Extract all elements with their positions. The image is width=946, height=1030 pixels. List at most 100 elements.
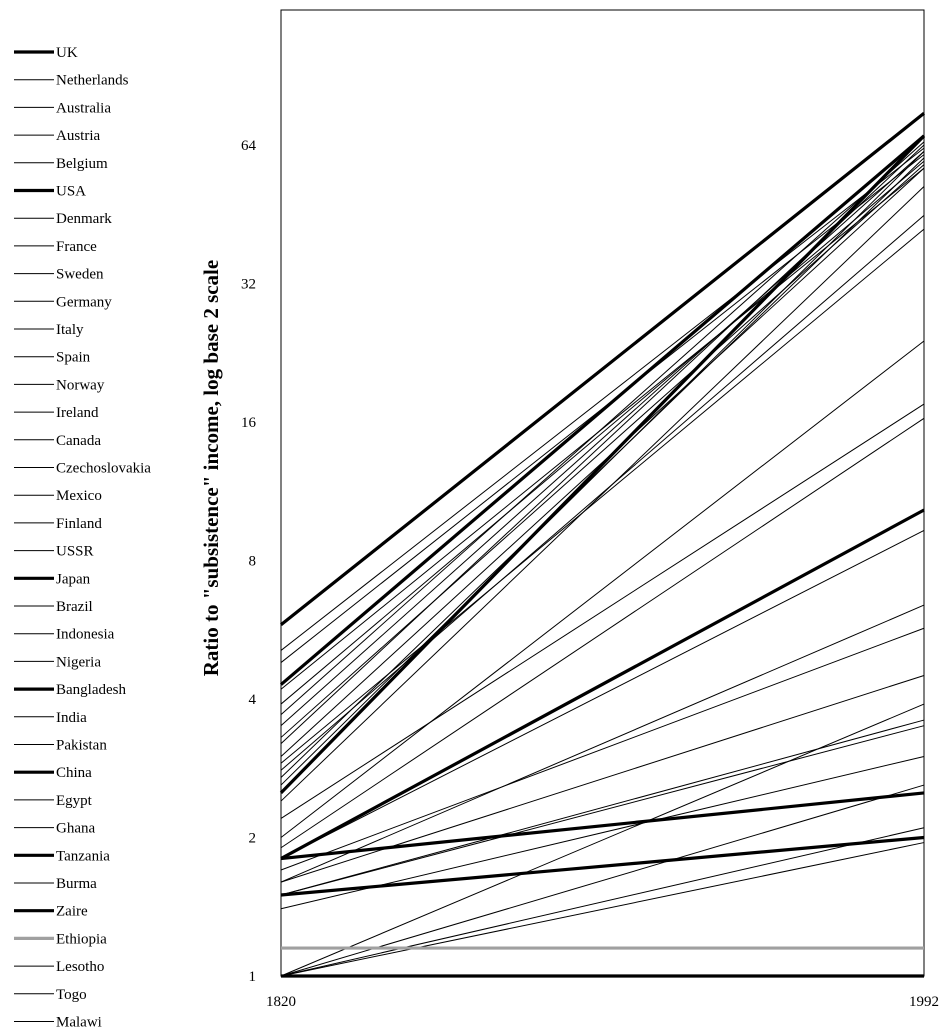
y-tick-label: 2 [249, 831, 257, 847]
series-line-sweden [280, 164, 925, 738]
legend-item-japan: Japan [14, 571, 91, 587]
y-axis-label: Ratio to "subsistence" income, log base … [199, 260, 223, 676]
legend-label: Japan [56, 571, 91, 587]
legend-label: USSR [56, 544, 94, 560]
legend-item-sweden: Sweden [14, 267, 104, 283]
series-line-burma [280, 827, 925, 977]
legend-item-malawi: Malawi [14, 1015, 102, 1030]
y-tick-label: 1 [249, 969, 257, 985]
series-line-uk [280, 112, 925, 627]
series-line-zaire [280, 835, 925, 897]
series-line-pakistan [280, 755, 925, 910]
legend-label: Germany [56, 294, 112, 310]
legend-label: France [56, 239, 97, 255]
series-line-usa [279, 134, 926, 686]
legend-label: Sweden [56, 267, 104, 283]
legend-item-bangladesh: Bangladesh [14, 682, 126, 698]
legend-label: UK [56, 45, 78, 61]
legend-item-czechoslovakia: Czechoslovakia [14, 461, 151, 477]
legend-label: Denmark [56, 211, 112, 227]
y-tick-label: 16 [241, 415, 257, 431]
legend-item-austria: Austria [14, 128, 101, 144]
legend-item-togo: Togo [14, 987, 87, 1003]
legend-label: Togo [56, 987, 87, 1003]
legend-item-uk: UK [14, 45, 78, 61]
legend-item-egypt: Egypt [14, 793, 93, 809]
legend-item-canada: Canada [14, 433, 101, 449]
legend-item-italy: Italy [14, 322, 84, 338]
series-line-ussr [280, 340, 925, 838]
legend-label: Ireland [56, 405, 99, 421]
legend-label: India [56, 710, 87, 726]
legend-label: Nigeria [56, 654, 101, 670]
legend-label: Zaire [56, 904, 88, 920]
legend-label: Spain [56, 350, 91, 366]
y-tick-label: 8 [249, 554, 257, 570]
legend-label: Brazil [56, 599, 93, 615]
legend: UK Netherlands Australia Austria Belgium USA D… [14, 45, 151, 1030]
series-line-egypt [280, 627, 925, 871]
legend-label: Belgium [56, 156, 108, 172]
legend-item-ireland: Ireland [14, 405, 99, 421]
legend-item-brazil: Brazil [14, 599, 93, 615]
legend-label: Netherlands [56, 73, 129, 89]
series-line-austria [280, 160, 925, 705]
series-line-brazil [280, 529, 925, 859]
legend-label: Czechoslovakia [56, 461, 151, 477]
series-line-malawi [280, 784, 925, 977]
series-line-bangladesh [280, 791, 925, 861]
legend-label: Ethiopia [56, 931, 107, 947]
series-lines [279, 112, 926, 978]
legend-item-indonesia: Indonesia [14, 627, 115, 643]
legend-label: Bangladesh [56, 682, 126, 698]
series-line-china [280, 508, 925, 860]
legend-label: Canada [56, 433, 101, 449]
series-line-netherlands [280, 147, 925, 651]
legend-label: Finland [56, 516, 102, 532]
legend-item-nigeria: Nigeria [14, 654, 101, 670]
legend-label: Burma [56, 876, 97, 892]
legend-item-spain: Spain [14, 350, 91, 366]
legend-item-lesotho: Lesotho [14, 959, 104, 975]
legend-item-ghana: Ghana [14, 821, 95, 837]
series-line-mexico [280, 417, 925, 849]
series-line-canada [280, 150, 925, 786]
legend-label: Italy [56, 322, 84, 338]
legend-item-germany: Germany [14, 294, 112, 310]
legend-item-norway: Norway [14, 377, 105, 393]
legend-item-mexico: Mexico [14, 488, 102, 504]
series-line-japan [279, 134, 926, 795]
legend-item-australia: Australia [14, 100, 111, 116]
x-tick-label: 1992 [909, 994, 939, 1010]
y-tick-label: 64 [241, 138, 257, 154]
legend-label: USA [56, 184, 86, 200]
legend-item-belgium: Belgium [14, 156, 108, 172]
legend-item-netherlands: Netherlands [14, 73, 129, 89]
legend-label: China [56, 765, 92, 781]
legend-label: Indonesia [56, 627, 115, 643]
legend-item-pakistan: Pakistan [14, 738, 107, 754]
legend-item-usa: USA [14, 184, 86, 200]
series-line-indonesia [280, 604, 925, 883]
legend-label: Australia [56, 100, 111, 116]
x-axis-ticks: 1820 1992 [266, 994, 939, 1010]
series-line-denmark [280, 141, 925, 715]
series-line-finland [280, 186, 925, 802]
series-line-india [280, 725, 925, 896]
legend-item-tanzania: Tanzania [14, 848, 110, 864]
series-line-czechoslovakia [280, 403, 925, 819]
legend-label: Egypt [56, 793, 93, 809]
y-axis-ticks: 1 2 4 8 16 32 64 [241, 138, 257, 985]
legend-label: Ghana [56, 821, 95, 837]
series-line-lesotho [280, 842, 925, 977]
legend-label: Austria [56, 128, 101, 144]
legend-label: Norway [56, 377, 105, 393]
y-tick-label: 32 [241, 277, 256, 293]
series-line-ireland [280, 214, 925, 771]
legend-item-ussr: USSR [14, 544, 94, 560]
legend-item-china: China [14, 765, 92, 781]
legend-label: Malawi [56, 1015, 102, 1030]
series-line-france [280, 150, 925, 727]
legend-item-denmark: Denmark [14, 211, 112, 227]
